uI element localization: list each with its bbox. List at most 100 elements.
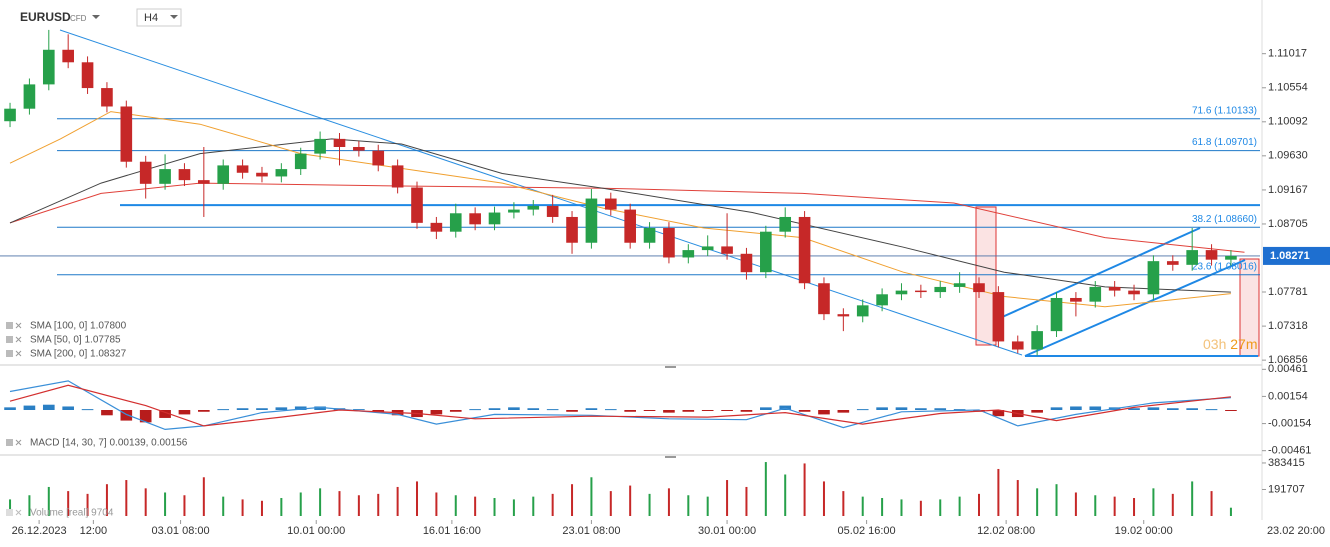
legend-x	[15, 336, 22, 343]
x-tick-label: 10.01 00:00	[287, 525, 345, 537]
candle-body	[721, 246, 733, 254]
legend-icon	[6, 322, 13, 329]
macd-bar	[760, 407, 772, 410]
candle-body	[42, 49, 55, 85]
volume-bar	[1210, 491, 1213, 516]
candle-body	[469, 213, 481, 225]
macd-bar	[895, 407, 908, 410]
candle-body	[779, 216, 792, 232]
x-tick-label: 03.01 08:00	[152, 525, 210, 537]
volume-bar	[396, 486, 399, 516]
legend-entry: SMA [200, 0] 1.08327	[30, 349, 127, 360]
macd-bar	[585, 408, 598, 410]
macd-line	[9, 380, 1231, 431]
volume-bar	[1016, 480, 1019, 516]
volume-bar	[1229, 507, 1232, 516]
legend-x	[15, 322, 22, 329]
macd-bar	[934, 408, 947, 410]
candle-body	[527, 205, 540, 210]
channel-upper	[999, 227, 1201, 319]
macd-bar	[236, 408, 249, 410]
symbol-dropdown[interactable]	[92, 15, 100, 19]
volume-bar	[105, 484, 108, 516]
volume-bar	[745, 486, 748, 516]
volume-bar	[532, 496, 535, 516]
fib-label: 23.6 (1.08016)	[1192, 261, 1257, 272]
volume-bar	[667, 488, 670, 516]
macd-bar	[23, 405, 36, 410]
legend-icon	[6, 509, 13, 516]
volume-bar	[1036, 488, 1039, 516]
timeframe-box[interactable]	[136, 8, 182, 27]
current-price-label: 1.08271	[1270, 250, 1310, 262]
volume-bar	[978, 493, 981, 516]
macd-bar	[682, 410, 695, 412]
volume-bar	[803, 463, 806, 516]
candle-body	[314, 138, 326, 154]
y-tick-label: 1.10554	[1268, 82, 1308, 94]
volume-bar	[590, 477, 593, 516]
candle-body	[508, 209, 520, 213]
candle-body	[488, 212, 501, 225]
volume-bar	[609, 491, 612, 516]
y-tick-label: 0.00154	[1268, 390, 1308, 402]
volume-bar	[726, 480, 729, 516]
timeframe-dropdown[interactable]	[170, 15, 178, 19]
macd-bar	[818, 410, 830, 415]
legend-icon	[6, 336, 13, 343]
timeframe[interactable]: H4	[144, 12, 158, 24]
volume-bar	[997, 468, 1000, 516]
candle-body	[1108, 286, 1121, 291]
volume-bar	[784, 474, 787, 516]
candle-body	[585, 198, 598, 243]
candle-body	[546, 205, 559, 217]
volume-bar	[881, 498, 884, 516]
candle-body	[294, 153, 307, 170]
legend-entry: SMA [50, 0] 1.07785	[30, 335, 121, 346]
macd-bar	[546, 409, 559, 411]
macd-bar	[1089, 406, 1102, 410]
macd-bar	[81, 409, 94, 411]
y-tick-label: -0.00154	[1268, 417, 1311, 429]
fib-label: 71.6 (1.10133)	[1192, 105, 1257, 116]
volume-bar	[9, 499, 12, 516]
fib-label: 38.2 (1.08660)	[1192, 214, 1257, 225]
y-tick-label: 0.00461	[1268, 363, 1308, 375]
y-tick-label: 1.07318	[1268, 320, 1308, 332]
legend-icon	[6, 439, 13, 446]
candle-body	[236, 165, 249, 173]
macd-bar	[4, 407, 16, 410]
candle-body	[139, 161, 152, 184]
candle-body	[1225, 255, 1237, 260]
macd-bar	[856, 409, 869, 411]
countdown-part: 03h	[1203, 336, 1226, 352]
macd-bar	[624, 410, 636, 412]
candle-body	[895, 290, 908, 295]
volume-bar	[687, 495, 690, 516]
volume-bar	[144, 488, 147, 516]
macd-bar	[701, 410, 714, 411]
macd-bar	[953, 409, 966, 411]
macd-bar	[159, 410, 171, 418]
volume-bar	[629, 485, 632, 516]
x-tick-label: 19.02 00:00	[1115, 525, 1173, 537]
macd-bar	[798, 410, 811, 412]
volume-bar	[280, 498, 283, 516]
macd-bar	[314, 406, 326, 410]
macd-bar	[120, 410, 133, 421]
volume-bar	[919, 500, 922, 516]
volume-bar	[861, 496, 864, 516]
candle-body	[449, 213, 462, 232]
candle-body	[178, 169, 191, 181]
candle-body	[837, 314, 850, 317]
candle-body	[566, 216, 578, 243]
volume-bar	[474, 496, 477, 516]
symbol[interactable]: EURUSD	[20, 10, 71, 24]
candle-body	[275, 169, 288, 177]
volume-bar	[648, 493, 651, 516]
candle-body	[1050, 297, 1063, 332]
volume-bar	[357, 495, 360, 516]
volume-bar	[1055, 484, 1058, 516]
volume-bar	[900, 499, 903, 516]
volume-bar	[222, 496, 225, 516]
